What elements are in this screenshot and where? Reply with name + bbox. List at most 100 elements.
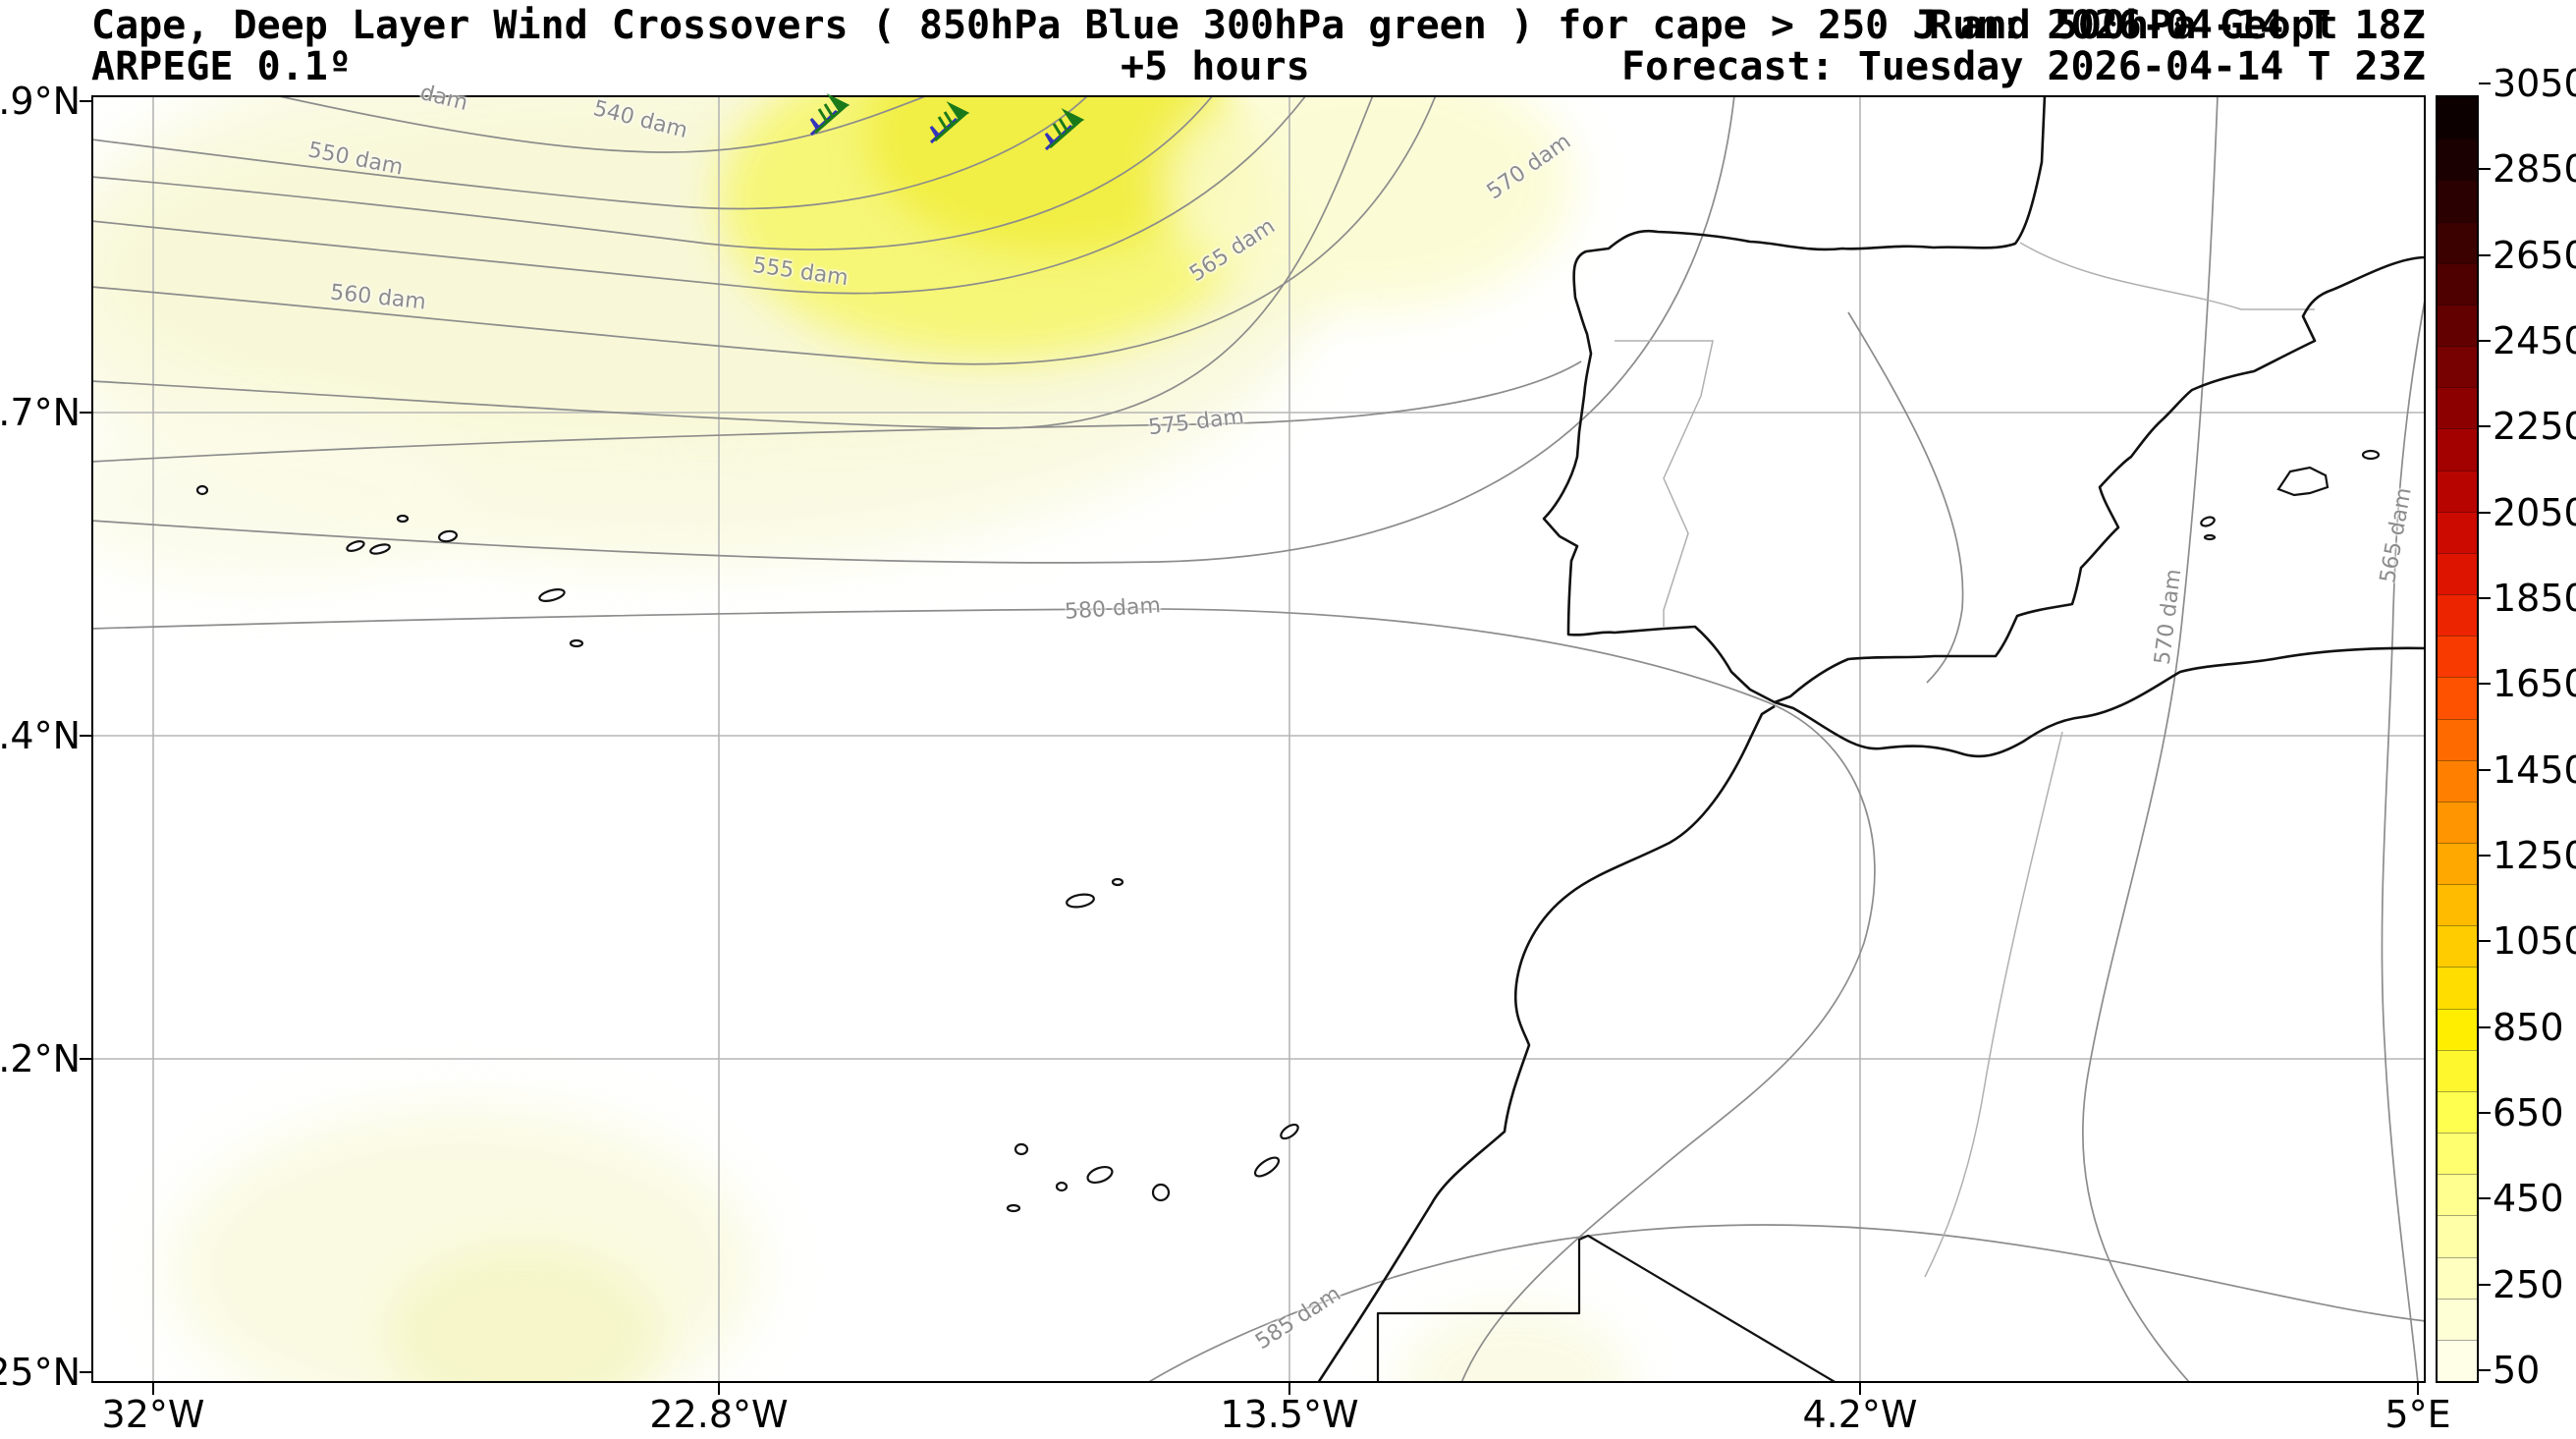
island-ibiza: [2200, 516, 2216, 527]
colorbar-tick-label: 2250: [2493, 405, 2576, 449]
colorbar-tick-label: 2450: [2493, 319, 2576, 363]
colorbar-cell: [2438, 262, 2477, 304]
contour-585dam: [1146, 1224, 2426, 1383]
colorbar-tick: [2479, 83, 2491, 85]
colorbar-tick: [2479, 168, 2491, 171]
island-grancanaria: [1151, 1183, 1171, 1202]
colorbar-cell: [2438, 636, 2477, 678]
colorbar-cell: [2438, 387, 2477, 429]
island-azores: [396, 514, 410, 524]
model-label: ARPEGE 0.1º: [91, 44, 352, 89]
x-axis-tick: [718, 1383, 720, 1395]
colorbar-cell: [2438, 97, 2477, 139]
colorbar-tick: [2479, 253, 2491, 256]
colorbar-cell: [2438, 842, 2477, 885]
cape-shading-blob: [386, 1245, 661, 1383]
colorbar-tick: [2479, 768, 2491, 771]
contour-570dam-left: [91, 95, 1735, 564]
colorbar-tick: [2479, 1025, 2491, 1028]
colorbar-tick: [2479, 597, 2491, 600]
country-borders: [1615, 242, 2315, 1278]
contour-565dam: [91, 95, 1374, 429]
geopotential-contours: [91, 95, 2426, 1383]
colorbar-tick: [2479, 425, 2491, 428]
x-axis-tick: [152, 1383, 154, 1395]
colorbar-tick: [2479, 683, 2491, 686]
y-axis-tick: [80, 735, 91, 737]
colorbar-cell: [2438, 967, 2477, 1009]
contour-570dam-right: [2082, 95, 2219, 1383]
island-menorca: [2361, 449, 2381, 461]
x-tick-label: 22.8°W: [649, 1393, 789, 1436]
y-axis-tick: [80, 412, 91, 414]
colorbar-tick-label: 1450: [2493, 747, 2576, 792]
colorbar-cell: [2438, 1215, 2477, 1257]
y-axis-tick: [80, 1058, 91, 1060]
contour-555dam: [91, 95, 1307, 295]
y-tick-label: 35.4°N: [0, 714, 81, 757]
colorbar-tick: [2479, 1197, 2491, 1200]
island-formentera: [2203, 533, 2217, 541]
colorbar-cell: [2438, 1174, 2477, 1216]
contour-545dam: [91, 95, 1089, 210]
border-morocco-algeria: [1924, 731, 2063, 1278]
colorbar-tick: [2479, 1369, 2491, 1371]
x-axis-tick: [1859, 1383, 1861, 1395]
x-tick-label: 5°E: [2384, 1393, 2451, 1436]
colorbar-cell: [2438, 759, 2477, 802]
x-tick-label: 32°W: [101, 1393, 205, 1436]
colorbar-tick-label: 850: [2493, 1005, 2564, 1049]
y-axis-tick: [80, 1371, 91, 1373]
island-gomera: [1055, 1181, 1069, 1192]
colorbar-cell: [2438, 1008, 2477, 1050]
colorbar-cell: [2438, 1133, 2477, 1175]
colorbar-tick-label: 2050: [2493, 490, 2576, 534]
colorbar-tick: [2479, 855, 2491, 858]
colorbar-tick: [2479, 940, 2491, 943]
colorbar-tick-label: 1850: [2493, 577, 2576, 621]
contour-575dam-spain: [1847, 311, 1964, 684]
island-fuerteventura: [1253, 1156, 1281, 1178]
lead-time-label: +5 hours: [1121, 44, 1310, 89]
colorbar-cell: [2438, 180, 2477, 222]
cape-colorbar: [2436, 95, 2479, 1383]
wind-barb-icon: [1042, 108, 1093, 153]
colorbar-tick-label: 2650: [2493, 233, 2576, 277]
colorbar-cell: [2438, 718, 2477, 760]
colorbar-tick-label: 50: [2493, 1349, 2541, 1392]
x-axis-tick: [2417, 1383, 2419, 1395]
colorbar-tick: [2479, 1112, 2491, 1114]
colorbar-tick-label: 250: [2493, 1262, 2564, 1306]
coastlines: [1316, 95, 2426, 1383]
colorbar-cell: [2438, 594, 2477, 636]
contour-550dam: [91, 95, 1214, 250]
colorbar-cell: [2438, 1090, 2477, 1134]
colorbar-cell: [2438, 1256, 2477, 1299]
colorbar-cell: [2438, 552, 2477, 595]
wind-barb-icon: [927, 101, 978, 146]
colorbar-cell: [2438, 511, 2477, 553]
island-tenerife: [1086, 1165, 1114, 1185]
coast-africa-atlantic: [1316, 704, 1776, 1383]
colorbar-cell: [2438, 1298, 2477, 1340]
y-axis-tick: [80, 100, 91, 102]
contour-565dam-right: [2381, 294, 2426, 1383]
island-azores-flores: [195, 484, 209, 496]
contour-580dam: [91, 608, 1876, 1383]
coast-iberia-france: [1542, 95, 2426, 704]
island-madeira: [1066, 893, 1095, 909]
colorbar-cell: [2438, 677, 2477, 719]
y-tick-label: 45.9°N: [0, 80, 81, 123]
colorbar-cell: [2438, 801, 2477, 843]
islands: [195, 449, 2381, 1213]
x-tick-label: 13.5°W: [1220, 1393, 1359, 1436]
colorbar-tick-label: 1050: [2493, 919, 2576, 964]
y-tick-label: 25°N: [0, 1351, 81, 1394]
colorbar-cell: [2438, 428, 2477, 470]
island-hierro: [1006, 1203, 1021, 1213]
colorbar-tick: [2479, 340, 2491, 343]
plot-area: [91, 95, 2426, 1383]
island-azores-terceira: [437, 529, 459, 543]
